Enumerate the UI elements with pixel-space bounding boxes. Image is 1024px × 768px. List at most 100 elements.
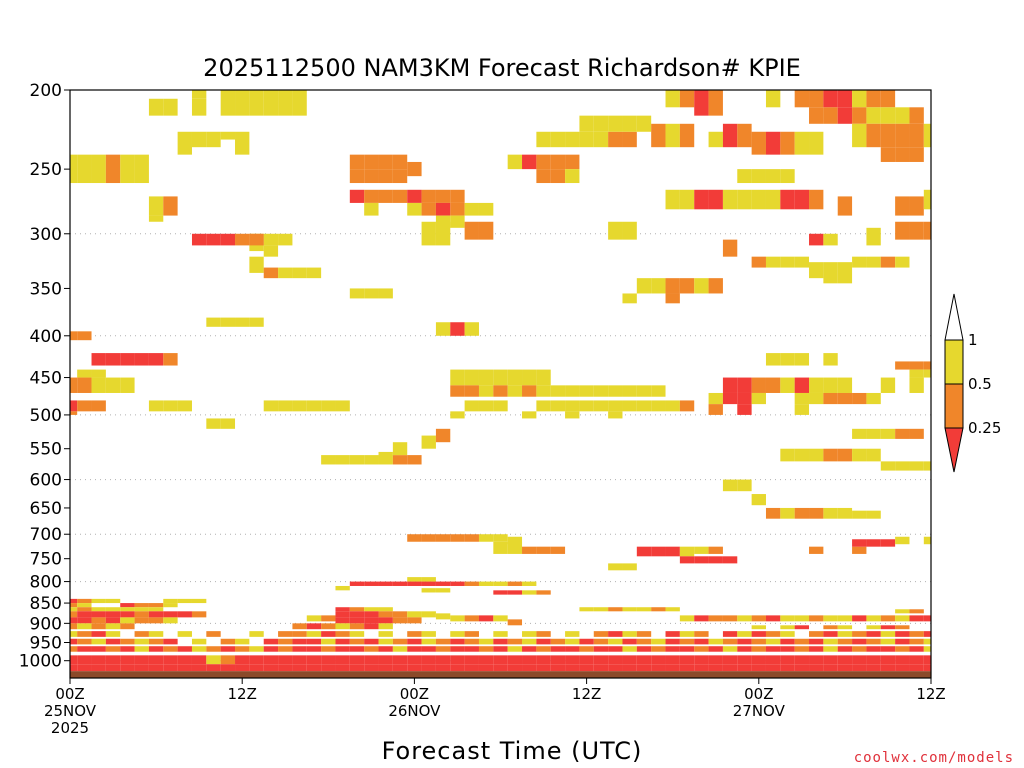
heatmap-cell xyxy=(435,189,451,203)
heatmap-cell xyxy=(177,631,192,637)
heatmap-cell xyxy=(105,664,121,672)
heatmap-cell xyxy=(852,615,867,622)
heatmap-cell xyxy=(435,655,451,665)
heatmap-cell xyxy=(148,617,164,624)
heatmap-cell xyxy=(134,353,149,366)
heatmap-cell xyxy=(608,646,623,652)
heatmap-cell xyxy=(608,655,623,665)
heatmap-cell xyxy=(364,288,379,299)
heatmap-cell xyxy=(493,369,508,386)
color-legend: 1 0.5 0.25 xyxy=(944,293,1001,473)
heatmap-cell xyxy=(407,631,422,637)
heatmap-cell xyxy=(593,631,609,637)
heatmap-cell xyxy=(464,655,479,665)
heatmap-cell xyxy=(478,400,494,412)
heatmap-cell xyxy=(809,107,824,124)
heatmap-cell xyxy=(163,98,178,116)
heatmap-cell xyxy=(335,400,350,412)
heatmap-cell xyxy=(622,221,637,240)
heatmap-cell xyxy=(593,664,609,672)
heatmap-cell xyxy=(70,607,78,612)
heatmap-cell xyxy=(421,638,436,645)
heatmap-cell xyxy=(421,577,436,582)
heatmap-cell xyxy=(249,317,264,327)
heatmap-cell xyxy=(278,638,293,645)
heatmap-cell xyxy=(435,221,451,246)
heatmap-cell xyxy=(852,631,867,637)
heatmap-cell xyxy=(708,392,723,405)
heatmap-cell xyxy=(364,581,379,586)
heatmap-cell xyxy=(77,664,92,672)
heatmap-cell xyxy=(895,655,910,665)
heatmap-cell xyxy=(306,267,322,279)
heatmap-cell xyxy=(349,631,365,637)
heatmap-cell xyxy=(91,377,106,393)
x-tick-label: 12Z xyxy=(228,685,257,703)
heatmap-cell xyxy=(679,90,695,108)
heatmap-cell xyxy=(923,655,931,665)
heatmap-cell xyxy=(737,631,752,637)
heatmap-cell xyxy=(105,377,121,393)
gridlines xyxy=(70,233,931,662)
heatmap-cell xyxy=(665,546,680,557)
heatmap-cell xyxy=(407,646,422,652)
heatmap-cell xyxy=(809,615,824,622)
heatmap-cell xyxy=(235,664,250,672)
heatmap-cell xyxy=(177,611,192,618)
heatmap-cell xyxy=(321,655,336,665)
heatmap-cell xyxy=(177,598,192,604)
heatmap-cell xyxy=(421,611,436,618)
heatmap-cell xyxy=(77,369,92,378)
heatmap-cell xyxy=(780,646,795,652)
heatmap-cell xyxy=(794,638,810,645)
heatmap-cell xyxy=(622,385,637,397)
heatmap-cell xyxy=(263,245,279,257)
x-tick-label: 12Z xyxy=(572,685,601,703)
heatmap-cell xyxy=(794,404,810,415)
heatmap-cell xyxy=(866,428,881,439)
heatmap-cell xyxy=(895,536,910,545)
heatmap-cell xyxy=(120,154,135,184)
heatmap-cell xyxy=(565,664,580,672)
heatmap-cell xyxy=(880,461,896,471)
heatmap-cell xyxy=(694,556,709,564)
heatmap-cell xyxy=(421,655,436,665)
heatmap-cell xyxy=(765,256,781,268)
heatmap-cell xyxy=(392,154,408,170)
heatmap-cell xyxy=(120,353,135,366)
heatmap-cell xyxy=(335,607,350,612)
heatmap-cell xyxy=(91,598,106,604)
heatmap-cell xyxy=(565,655,580,665)
heatmap-cell xyxy=(378,638,393,645)
heatmap-cell xyxy=(407,455,422,465)
heatmap-cell xyxy=(593,655,609,665)
heatmap-cell xyxy=(177,400,192,412)
heatmap-cell xyxy=(794,256,810,268)
heatmap-cell xyxy=(823,107,838,124)
heatmap-cell xyxy=(708,664,723,672)
heatmap-cell xyxy=(134,154,149,184)
heatmap-cell xyxy=(522,411,537,419)
heatmap-cell xyxy=(177,664,192,672)
heatmap-cell xyxy=(321,631,336,637)
heatmap-cell xyxy=(565,154,580,170)
heatmap-cell xyxy=(421,631,436,637)
heatmap-cell xyxy=(191,598,207,604)
heatmap-cell xyxy=(923,615,931,622)
heatmap-cell xyxy=(765,189,781,210)
heatmap-cell xyxy=(794,90,810,108)
heatmap-cell xyxy=(722,556,738,564)
heatmap-cell xyxy=(895,428,910,439)
heatmap-cell xyxy=(895,147,910,162)
heatmap-cell xyxy=(77,611,92,618)
heatmap-cell xyxy=(694,664,709,672)
heatmap-cell xyxy=(536,154,551,170)
heatmap-cell xyxy=(464,202,479,216)
heatmap-cell xyxy=(823,377,838,393)
heatmap-cell xyxy=(507,655,523,665)
credit-text: coolwx.com/models xyxy=(854,750,1014,766)
heatmap-cell xyxy=(708,404,723,415)
heatmap-cell xyxy=(923,664,931,672)
heatmap-cell xyxy=(780,615,795,622)
